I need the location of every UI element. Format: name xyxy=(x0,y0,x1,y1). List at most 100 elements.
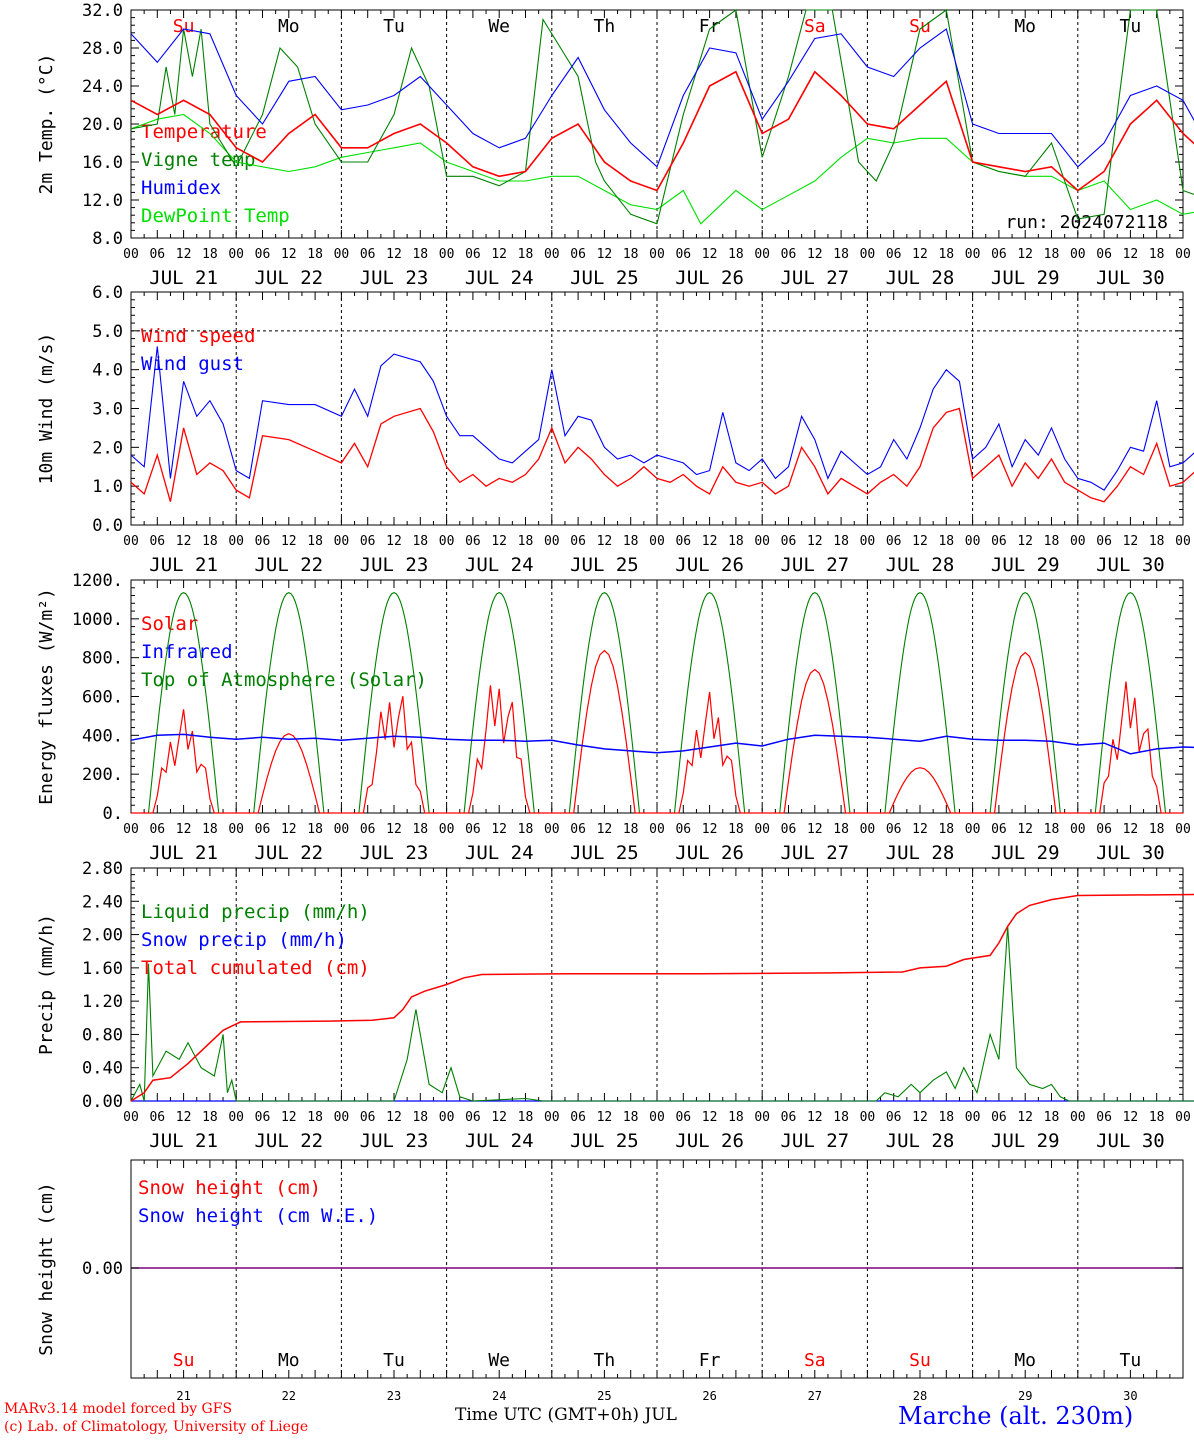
x-hour-label: 18 xyxy=(728,822,744,837)
x-hour-label: 12 xyxy=(702,822,718,837)
x-hour-label: 12 xyxy=(1123,247,1139,262)
x-hour-label: 06 xyxy=(781,247,797,262)
x-hour-label: 00 xyxy=(334,1110,350,1125)
x-hour-label: 12 xyxy=(491,534,507,549)
x-hour-label: 00 xyxy=(860,1110,876,1125)
legend-entry: Vigne temp xyxy=(141,149,255,171)
x-hour-label: 12 xyxy=(281,822,297,837)
x-hour-label: 12 xyxy=(597,1110,613,1125)
legend-entry: Infrared xyxy=(141,641,233,663)
x-hour-label: 18 xyxy=(1044,534,1060,549)
x-hour-label: 06 xyxy=(781,1110,797,1125)
total-cumulated-line xyxy=(130,893,1194,1102)
x-day-label: JUL 28 xyxy=(886,554,955,576)
x-hour-label: 06 xyxy=(570,534,586,549)
wind-speed-line xyxy=(130,407,1194,503)
panel-2: 0.0 1.0 2.0 3.0 4.0 5.0 6.0 10m Wind (m/s) 00 06 1… xyxy=(36,283,1194,576)
y-axis-title: 10m Wind (m/s) xyxy=(36,333,57,485)
wind-gust-line xyxy=(130,346,1194,491)
x-hour-label: 06 xyxy=(675,1110,691,1125)
x-hour-label: 18 xyxy=(938,247,954,262)
x-hour-label: 12 xyxy=(281,247,297,262)
x-hour-label: 06 xyxy=(360,247,376,262)
x-hour-label: 00 xyxy=(965,534,981,549)
x-day-label: JUL 28 xyxy=(886,842,955,864)
x-hour-label: 06 xyxy=(991,822,1007,837)
x-hour-label: 18 xyxy=(833,822,849,837)
day-number-label: 25 xyxy=(597,1389,611,1403)
y-tick-label: 12.0 xyxy=(82,191,123,211)
y-tick-label: 1.20 xyxy=(82,992,123,1012)
y-axis-title: Precip (mm/h) xyxy=(36,914,57,1055)
weekday-label: Tu xyxy=(383,1350,405,1371)
legend-entry: Snow precip (mm/h) xyxy=(141,929,347,951)
x-hour-label: 06 xyxy=(675,822,691,837)
day-number-label: 21 xyxy=(176,1389,190,1403)
x-hour-label: 00 xyxy=(334,822,350,837)
x-hour-label: 00 xyxy=(334,247,350,262)
weekday-label: Mo xyxy=(278,16,300,37)
weekday-label: Mo xyxy=(1014,16,1036,37)
station-label: Marche (alt. 230m) xyxy=(898,1402,1134,1430)
legend-entry: Snow height (cm W.E.) xyxy=(138,1205,378,1227)
y-tick-label: 400. xyxy=(82,726,123,746)
x-hour-label: 12 xyxy=(1123,1110,1139,1125)
x-hour-label: 06 xyxy=(886,1110,902,1125)
x-hour-label: 18 xyxy=(307,1110,323,1125)
x-day-label: JUL 21 xyxy=(149,1130,218,1152)
weekday-label: Su xyxy=(909,1350,931,1371)
x-hour-label: 00 xyxy=(544,822,560,837)
x-hour-label: 00 xyxy=(1070,822,1086,837)
x-hour-label: 00 xyxy=(544,247,560,262)
x-hour-label: 00 xyxy=(439,822,455,837)
x-hour-label: 06 xyxy=(570,822,586,837)
x-hour-label: 18 xyxy=(623,1110,639,1125)
x-hour-label: 12 xyxy=(386,1110,402,1125)
x-hour-label: 12 xyxy=(807,247,823,262)
x-hour-label: 18 xyxy=(623,534,639,549)
y-tick-label: 2.40 xyxy=(82,892,123,912)
x-hour-label: 18 xyxy=(412,822,428,837)
x-hour-label: 18 xyxy=(938,822,954,837)
x-hour-label: 06 xyxy=(465,1110,481,1125)
y-tick-label: 32.0 xyxy=(82,1,123,21)
y-tick-label: 8.0 xyxy=(92,229,123,249)
x-hour-label: 12 xyxy=(597,822,613,837)
y-tick-label: 600. xyxy=(82,688,123,708)
legend-entry: Top of Atmosphere (Solar) xyxy=(141,669,427,691)
y-tick-label: 1200. xyxy=(72,571,123,591)
y-tick-label: 0.40 xyxy=(82,1059,123,1079)
x-day-label: JUL 24 xyxy=(465,554,534,576)
x-hour-label: 18 xyxy=(1149,534,1165,549)
x-day-label: JUL 29 xyxy=(991,554,1060,576)
lab-credit-text: (c) Lab. of Climatology, University of L… xyxy=(4,1419,309,1435)
y-tick-label: 0.0 xyxy=(92,516,123,536)
panel-5: Snow height (cm) Snow height (cm) Snow hei… xyxy=(36,1159,1184,1403)
legend-entry: Humidex xyxy=(141,177,221,199)
x-hour-label: 12 xyxy=(1017,1110,1033,1125)
weekday-label: We xyxy=(488,16,510,37)
x-hour-label: 00 xyxy=(123,822,139,837)
x-day-label: JUL 26 xyxy=(675,1130,744,1152)
x-day-label: JUL 23 xyxy=(360,1130,429,1152)
series-temperature-line xyxy=(130,70,1194,192)
x-hour-label: 18 xyxy=(307,534,323,549)
legend-entry: Liquid precip (mm/h) xyxy=(141,901,370,923)
x-hour-label: 12 xyxy=(176,534,192,549)
x-hour-label: 12 xyxy=(386,534,402,549)
x-day-label: JUL 24 xyxy=(465,267,534,289)
day-number-label: 27 xyxy=(808,1389,822,1403)
y-tick-label: 0.00 xyxy=(82,1092,123,1112)
x-hour-label: 12 xyxy=(281,1110,297,1125)
x-day-label: JUL 25 xyxy=(570,1130,639,1152)
x-hour-label: 06 xyxy=(255,247,271,262)
weekday-label: Tu xyxy=(1120,16,1142,37)
y-tick-label: 1000. xyxy=(72,610,123,630)
x-day-label: JUL 29 xyxy=(991,267,1060,289)
x-hour-label: 00 xyxy=(228,534,244,549)
x-hour-label: 12 xyxy=(807,534,823,549)
liquid-precip-line xyxy=(130,926,1194,1102)
y-axis-title: Snow height (cm) xyxy=(36,1182,57,1355)
x-hour-label: 18 xyxy=(518,534,534,549)
y-tick-label: 800. xyxy=(82,649,123,669)
